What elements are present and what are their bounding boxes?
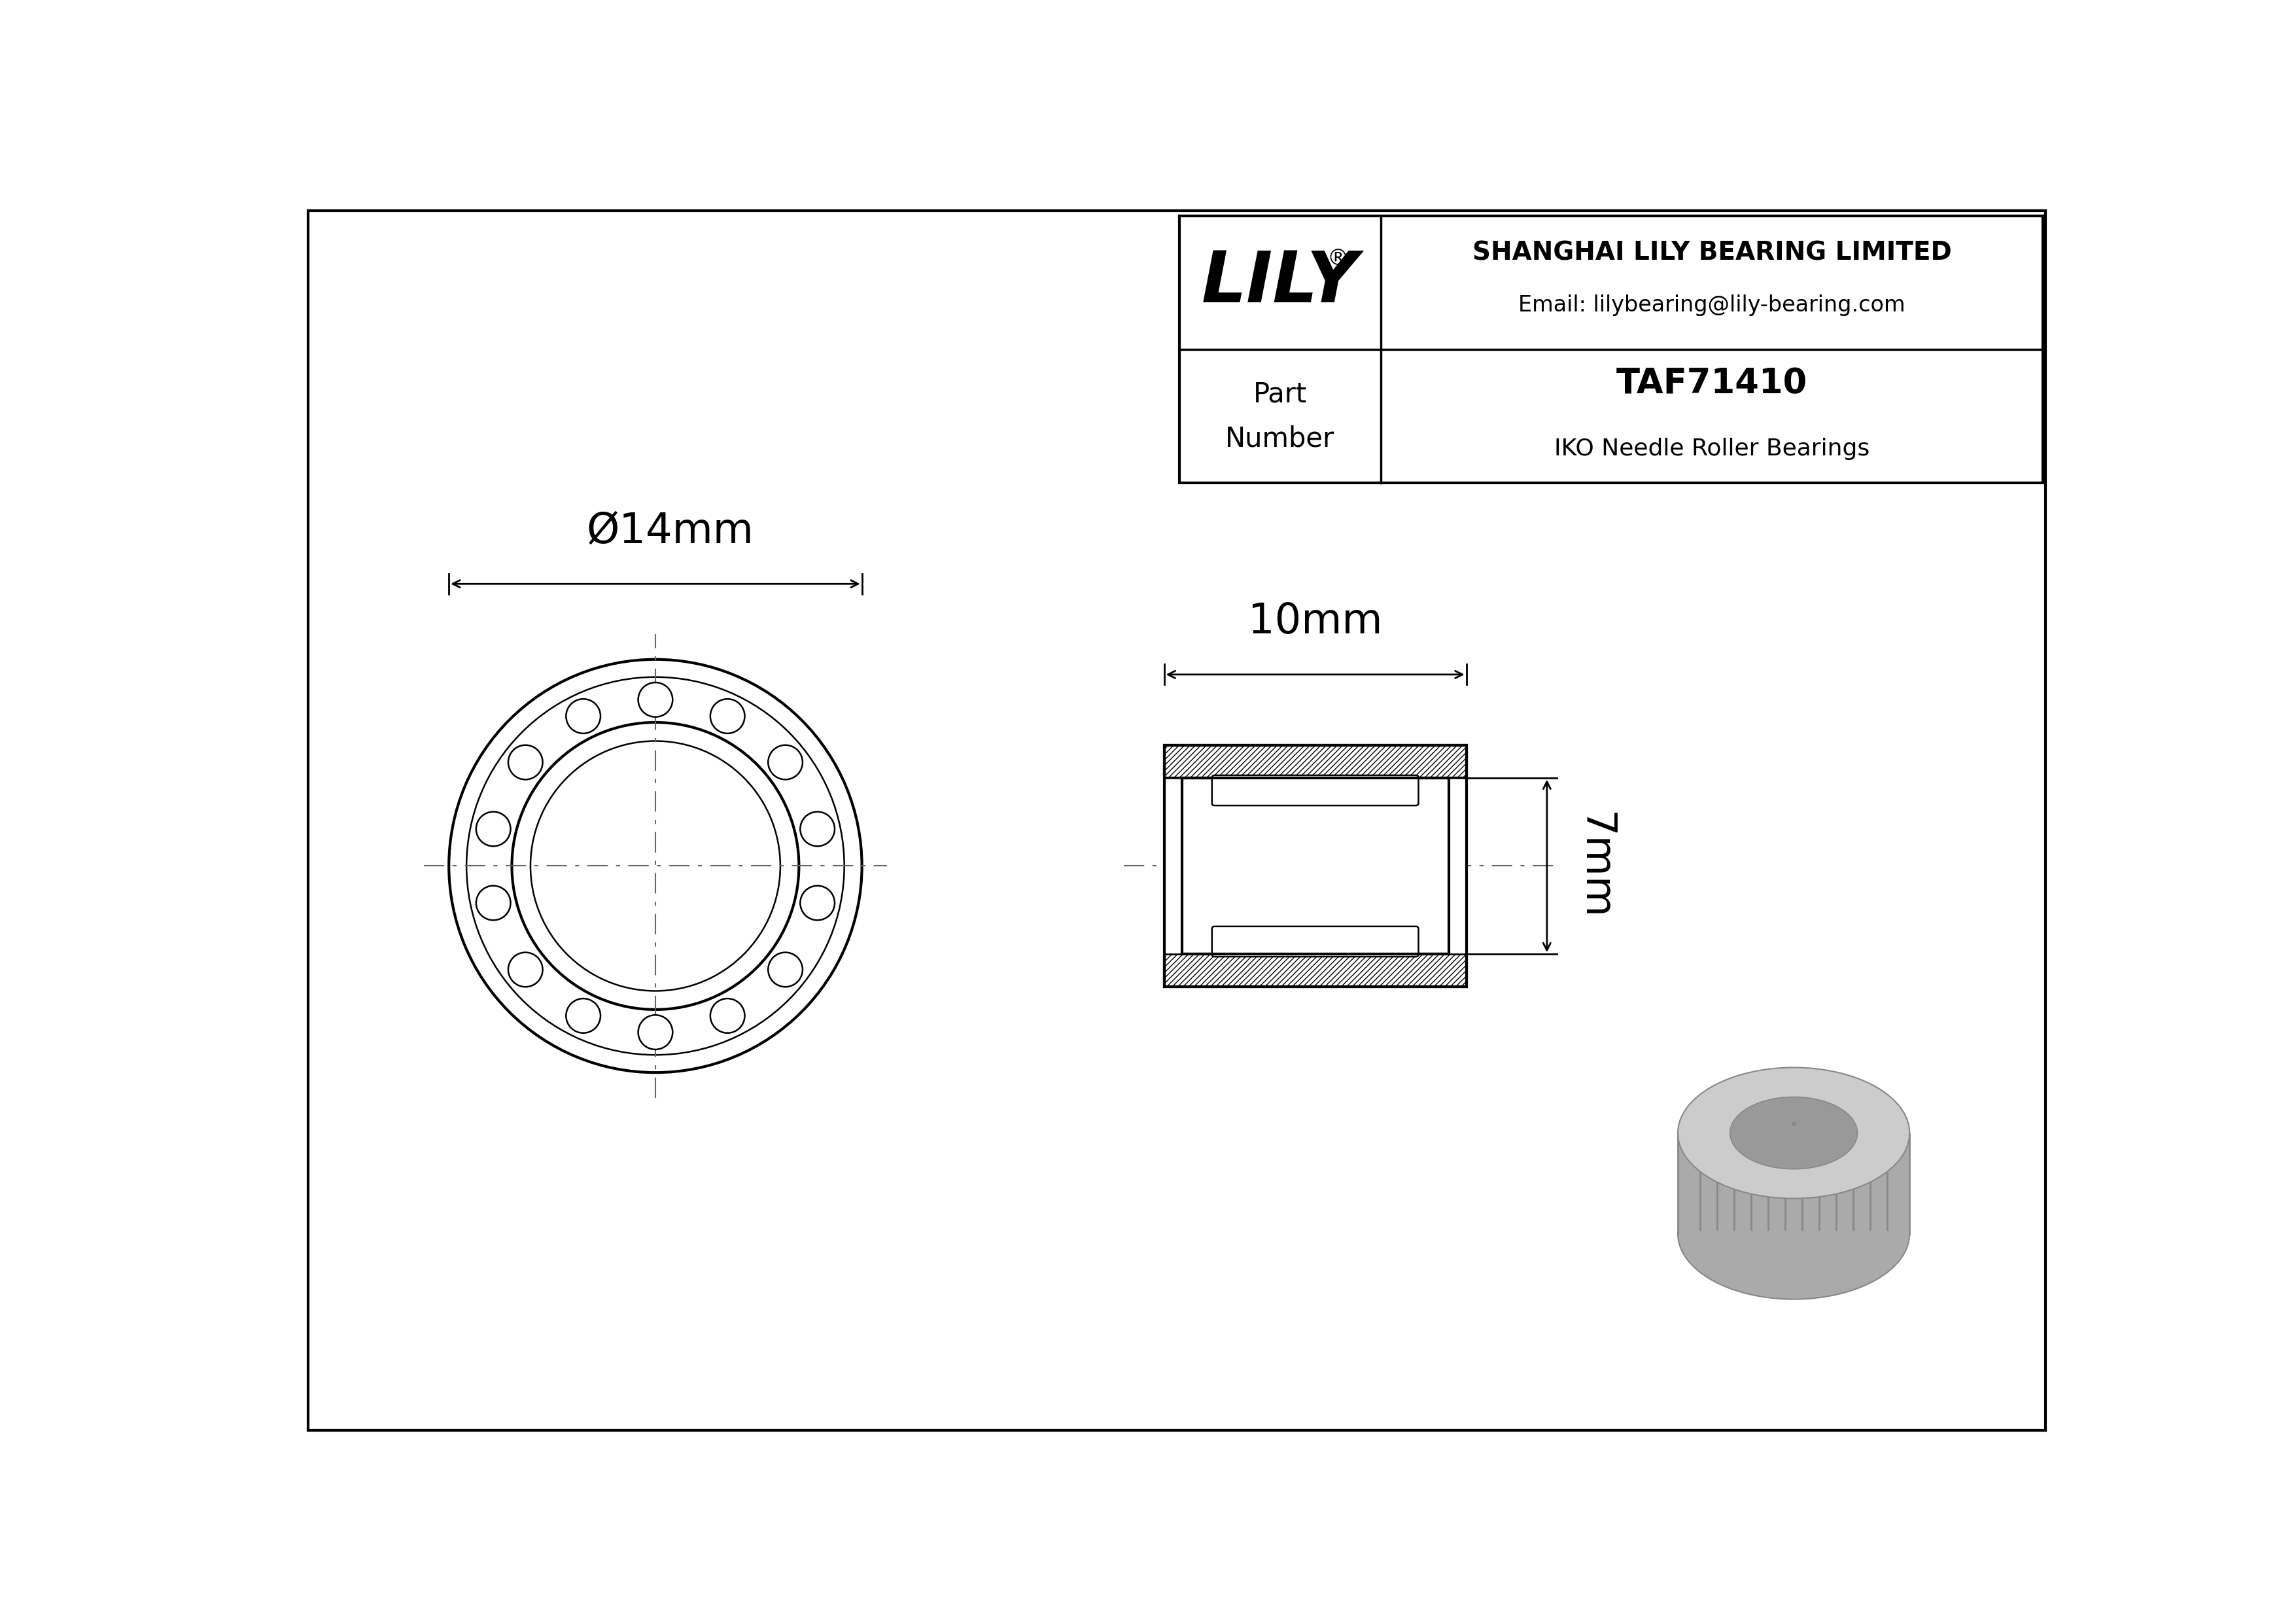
Bar xyxy=(1164,955,1467,987)
Bar xyxy=(1180,216,2043,482)
Bar xyxy=(1182,778,1449,955)
Text: TAF71410: TAF71410 xyxy=(1616,367,1807,401)
Bar xyxy=(1678,1134,1910,1234)
FancyBboxPatch shape xyxy=(1212,775,1419,806)
Circle shape xyxy=(709,999,744,1033)
Bar xyxy=(1164,745,1467,987)
Circle shape xyxy=(769,952,804,987)
Circle shape xyxy=(709,698,744,734)
Circle shape xyxy=(769,745,804,780)
Circle shape xyxy=(638,1015,673,1049)
Bar xyxy=(1164,778,1182,955)
FancyBboxPatch shape xyxy=(1212,926,1419,957)
Text: IKO Needle Roller Bearings: IKO Needle Roller Bearings xyxy=(1554,438,1869,460)
Circle shape xyxy=(567,698,602,734)
Circle shape xyxy=(801,812,836,846)
Text: Email: lilybearing@lily-bearing.com: Email: lilybearing@lily-bearing.com xyxy=(1518,294,1906,317)
Text: LILY: LILY xyxy=(1201,248,1359,317)
Circle shape xyxy=(801,885,836,921)
Text: Ø14mm: Ø14mm xyxy=(588,510,753,551)
Bar xyxy=(1164,745,1467,778)
Text: Part
Number: Part Number xyxy=(1226,380,1334,453)
Text: ®: ® xyxy=(1327,248,1348,270)
Circle shape xyxy=(567,999,602,1033)
Circle shape xyxy=(475,812,510,846)
Ellipse shape xyxy=(1678,1067,1910,1199)
Circle shape xyxy=(638,682,673,716)
Text: 10mm: 10mm xyxy=(1249,601,1382,641)
Text: 7mm: 7mm xyxy=(1575,812,1614,919)
Circle shape xyxy=(507,952,542,987)
Text: SHANGHAI LILY BEARING LIMITED: SHANGHAI LILY BEARING LIMITED xyxy=(1472,240,1952,265)
Bar xyxy=(1182,778,1449,955)
Circle shape xyxy=(475,885,510,921)
Ellipse shape xyxy=(1729,1096,1857,1169)
Circle shape xyxy=(507,745,542,780)
Ellipse shape xyxy=(1678,1168,1910,1299)
Bar xyxy=(1449,778,1467,955)
